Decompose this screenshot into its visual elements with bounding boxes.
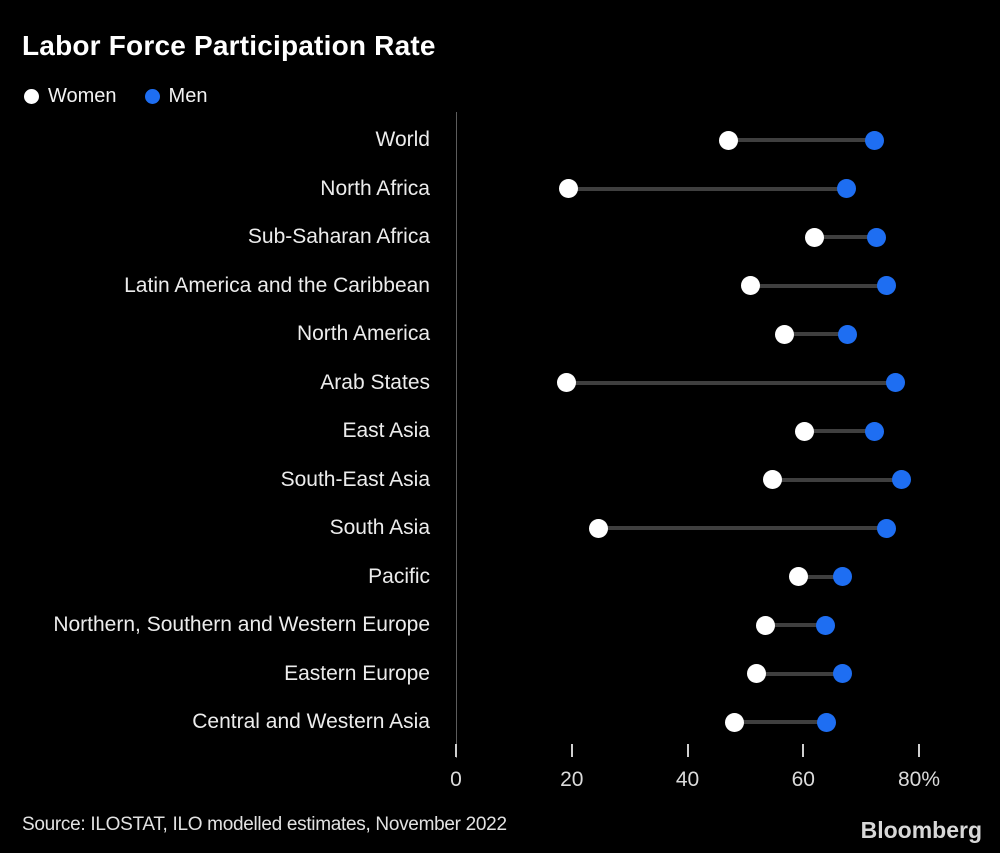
men-dot [837, 324, 857, 344]
women-dot [805, 227, 825, 247]
source-note: Source: ILOSTAT, ILO modelled estimates,… [22, 814, 507, 835]
dumbbell-connector [750, 283, 886, 288]
women-legend-dot-icon [24, 89, 39, 104]
x-axis-tick-label: 80% [897, 768, 941, 791]
women-dot [755, 615, 775, 635]
category-label: Latin America and the Caribbean [124, 273, 430, 297]
x-axis-tick-label: 40 [675, 768, 700, 791]
category-label: North America [296, 322, 430, 345]
dumbbell-connector [598, 526, 886, 530]
dumbbell-connector [765, 623, 826, 627]
bloomberg-logo: Bloomberg [860, 817, 982, 843]
women-dot [718, 130, 738, 150]
dumbbell-connector [568, 186, 847, 191]
x-axis-tick [802, 744, 805, 757]
chart-title: Labor Force Participation Rate [22, 30, 436, 61]
category-labels-column: World North Africa Sub-Saharan Africa Latin… [0, 112, 430, 758]
men-dot [892, 470, 912, 489]
men-dot [876, 276, 896, 295]
women-dot [559, 179, 579, 198]
dumbbell-connector [734, 720, 827, 724]
category-label: Central and Western Asia [192, 710, 430, 733]
men-dot [866, 227, 886, 247]
dumbbell-connector [784, 332, 848, 336]
legend: Women Men [24, 85, 207, 108]
women-dot [775, 324, 795, 344]
women-dot [747, 664, 767, 683]
dumbbell-connector [756, 671, 843, 676]
y-axis-line [456, 112, 457, 758]
men-dot [864, 130, 884, 150]
dumbbell-connector [798, 574, 843, 579]
category-label: North Africa [320, 176, 430, 200]
dumbbell-connector [728, 138, 875, 142]
category-label: South-East Asia [280, 467, 430, 491]
legend-item-women: Women [24, 85, 117, 108]
men-dot [816, 712, 836, 732]
category-label: Arab States [320, 370, 430, 394]
women-dot [557, 373, 577, 392]
men-dot [816, 615, 836, 635]
dumbbell-connector [804, 429, 875, 433]
category-label: World [375, 128, 430, 151]
legend-label-women: Women [48, 85, 117, 107]
women-dot [788, 567, 808, 586]
category-label: South Asia [329, 516, 430, 539]
men-dot [876, 518, 896, 538]
women-dot [725, 712, 745, 732]
men-dot [833, 664, 853, 683]
x-axis-tick [918, 744, 920, 757]
category-label: Eastern Europe [284, 661, 430, 685]
dumbbell-connector [772, 477, 902, 482]
x-axis-tick-label: 60 [791, 768, 815, 791]
dumbbell-connector [814, 235, 877, 239]
women-dot [763, 470, 783, 489]
women-dot [795, 421, 815, 441]
x-axis-tick [686, 744, 689, 757]
legend-label-men: Men [168, 85, 208, 107]
men-dot [836, 179, 856, 198]
men-legend-dot-icon [144, 89, 160, 104]
legend-item-men: Men [144, 85, 208, 108]
category-label: Northern, Southern and Western Europe [53, 613, 430, 636]
men-dot [864, 421, 884, 441]
plot-area: 0 20 40 60 80% [450, 112, 990, 791]
x-axis-tick-label: 0 [450, 768, 462, 791]
men-dot [833, 567, 853, 586]
dumbbell-connector [566, 380, 896, 385]
x-axis-tick [455, 744, 457, 757]
x-axis-tick [570, 744, 573, 757]
category-label: Pacific [368, 564, 430, 588]
category-label: East Asia [342, 419, 430, 442]
women-dot [589, 518, 609, 538]
x-axis-tick-label: 20 [560, 768, 584, 791]
category-label: Sub-Saharan Africa [247, 225, 430, 248]
men-dot [886, 373, 906, 392]
women-dot [740, 276, 760, 295]
